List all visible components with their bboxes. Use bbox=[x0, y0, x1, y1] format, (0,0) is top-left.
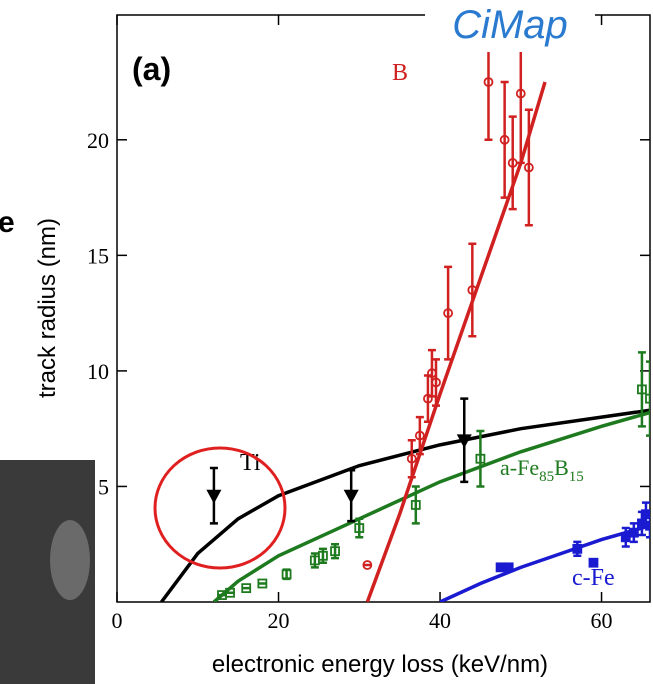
error-bar bbox=[646, 360, 650, 437]
marker bbox=[414, 430, 425, 441]
error-bar bbox=[646, 512, 650, 539]
error-bar bbox=[415, 415, 424, 456]
marker bbox=[507, 158, 518, 168]
marker bbox=[343, 489, 359, 504]
marker bbox=[225, 587, 235, 598]
y-tick-label: 15 bbox=[87, 243, 109, 268]
marker bbox=[483, 77, 494, 87]
series-label-part: 85 bbox=[539, 469, 554, 485]
marker bbox=[495, 562, 506, 573]
marker bbox=[645, 393, 650, 404]
marker bbox=[431, 377, 441, 388]
marker bbox=[241, 583, 252, 594]
plot-frame bbox=[116, 14, 651, 603]
series-label: a-Fe85B15 bbox=[500, 455, 584, 485]
marker bbox=[330, 546, 340, 557]
marker bbox=[257, 578, 268, 589]
error-bar bbox=[407, 438, 416, 479]
marker bbox=[410, 500, 421, 510]
error-bar bbox=[444, 265, 453, 361]
logo-bg bbox=[425, 0, 595, 52]
error-bar bbox=[524, 108, 533, 227]
y-axis-label: track radius (nm) bbox=[34, 218, 61, 398]
marker bbox=[588, 557, 599, 568]
series-label: c-Fe bbox=[572, 565, 615, 591]
marker bbox=[637, 384, 647, 395]
marker bbox=[499, 134, 510, 145]
error-bar bbox=[468, 242, 477, 338]
marker bbox=[362, 560, 373, 570]
series-label-part: 15 bbox=[569, 469, 584, 485]
marker bbox=[515, 88, 526, 99]
error-bar bbox=[411, 485, 420, 525]
logo: CiMap bbox=[452, 3, 568, 47]
error-bar bbox=[355, 517, 364, 539]
x-axis-label: electronic energy loss (keV/nm) bbox=[212, 651, 548, 678]
marker bbox=[281, 569, 292, 580]
error-bar bbox=[427, 348, 436, 398]
marker bbox=[475, 453, 486, 464]
marker bbox=[354, 523, 365, 533]
fit-curve bbox=[439, 524, 650, 602]
marker bbox=[318, 550, 328, 561]
series-label: B bbox=[392, 60, 408, 86]
marker bbox=[456, 434, 472, 449]
series-label-part: a-Fe bbox=[500, 455, 539, 480]
marker bbox=[620, 532, 631, 543]
marker bbox=[503, 562, 514, 573]
error-bar bbox=[637, 351, 646, 428]
marker bbox=[467, 285, 478, 295]
marker bbox=[572, 543, 583, 554]
x-tick-label: 60 bbox=[591, 608, 613, 633]
panel-label: (a) bbox=[132, 51, 171, 87]
series-label-part: B bbox=[554, 455, 569, 480]
highlight-circle bbox=[153, 446, 287, 570]
marker bbox=[523, 162, 534, 173]
marker bbox=[443, 308, 454, 319]
x-tick-label: 40 bbox=[429, 608, 451, 633]
y-tick-label: 10 bbox=[87, 359, 109, 384]
marker bbox=[423, 393, 433, 404]
marker bbox=[206, 489, 222, 504]
y-tick-label: 5 bbox=[98, 474, 109, 499]
error-bar bbox=[476, 429, 485, 488]
x-tick-label: 20 bbox=[268, 608, 290, 633]
fit-curve bbox=[160, 408, 650, 602]
error-bar bbox=[431, 358, 440, 407]
marker bbox=[628, 527, 639, 538]
y-tick-label: 20 bbox=[87, 128, 109, 153]
fit-curve bbox=[365, 81, 547, 602]
photo-detail bbox=[50, 520, 90, 600]
plot-area bbox=[160, 22, 650, 602]
marker bbox=[645, 520, 650, 531]
x-tick-label: 0 bbox=[112, 608, 123, 633]
error-bar bbox=[508, 115, 517, 211]
error-bar bbox=[500, 80, 509, 199]
marker bbox=[406, 453, 417, 464]
side-text: e bbox=[0, 206, 15, 239]
fit-curve bbox=[212, 410, 650, 602]
